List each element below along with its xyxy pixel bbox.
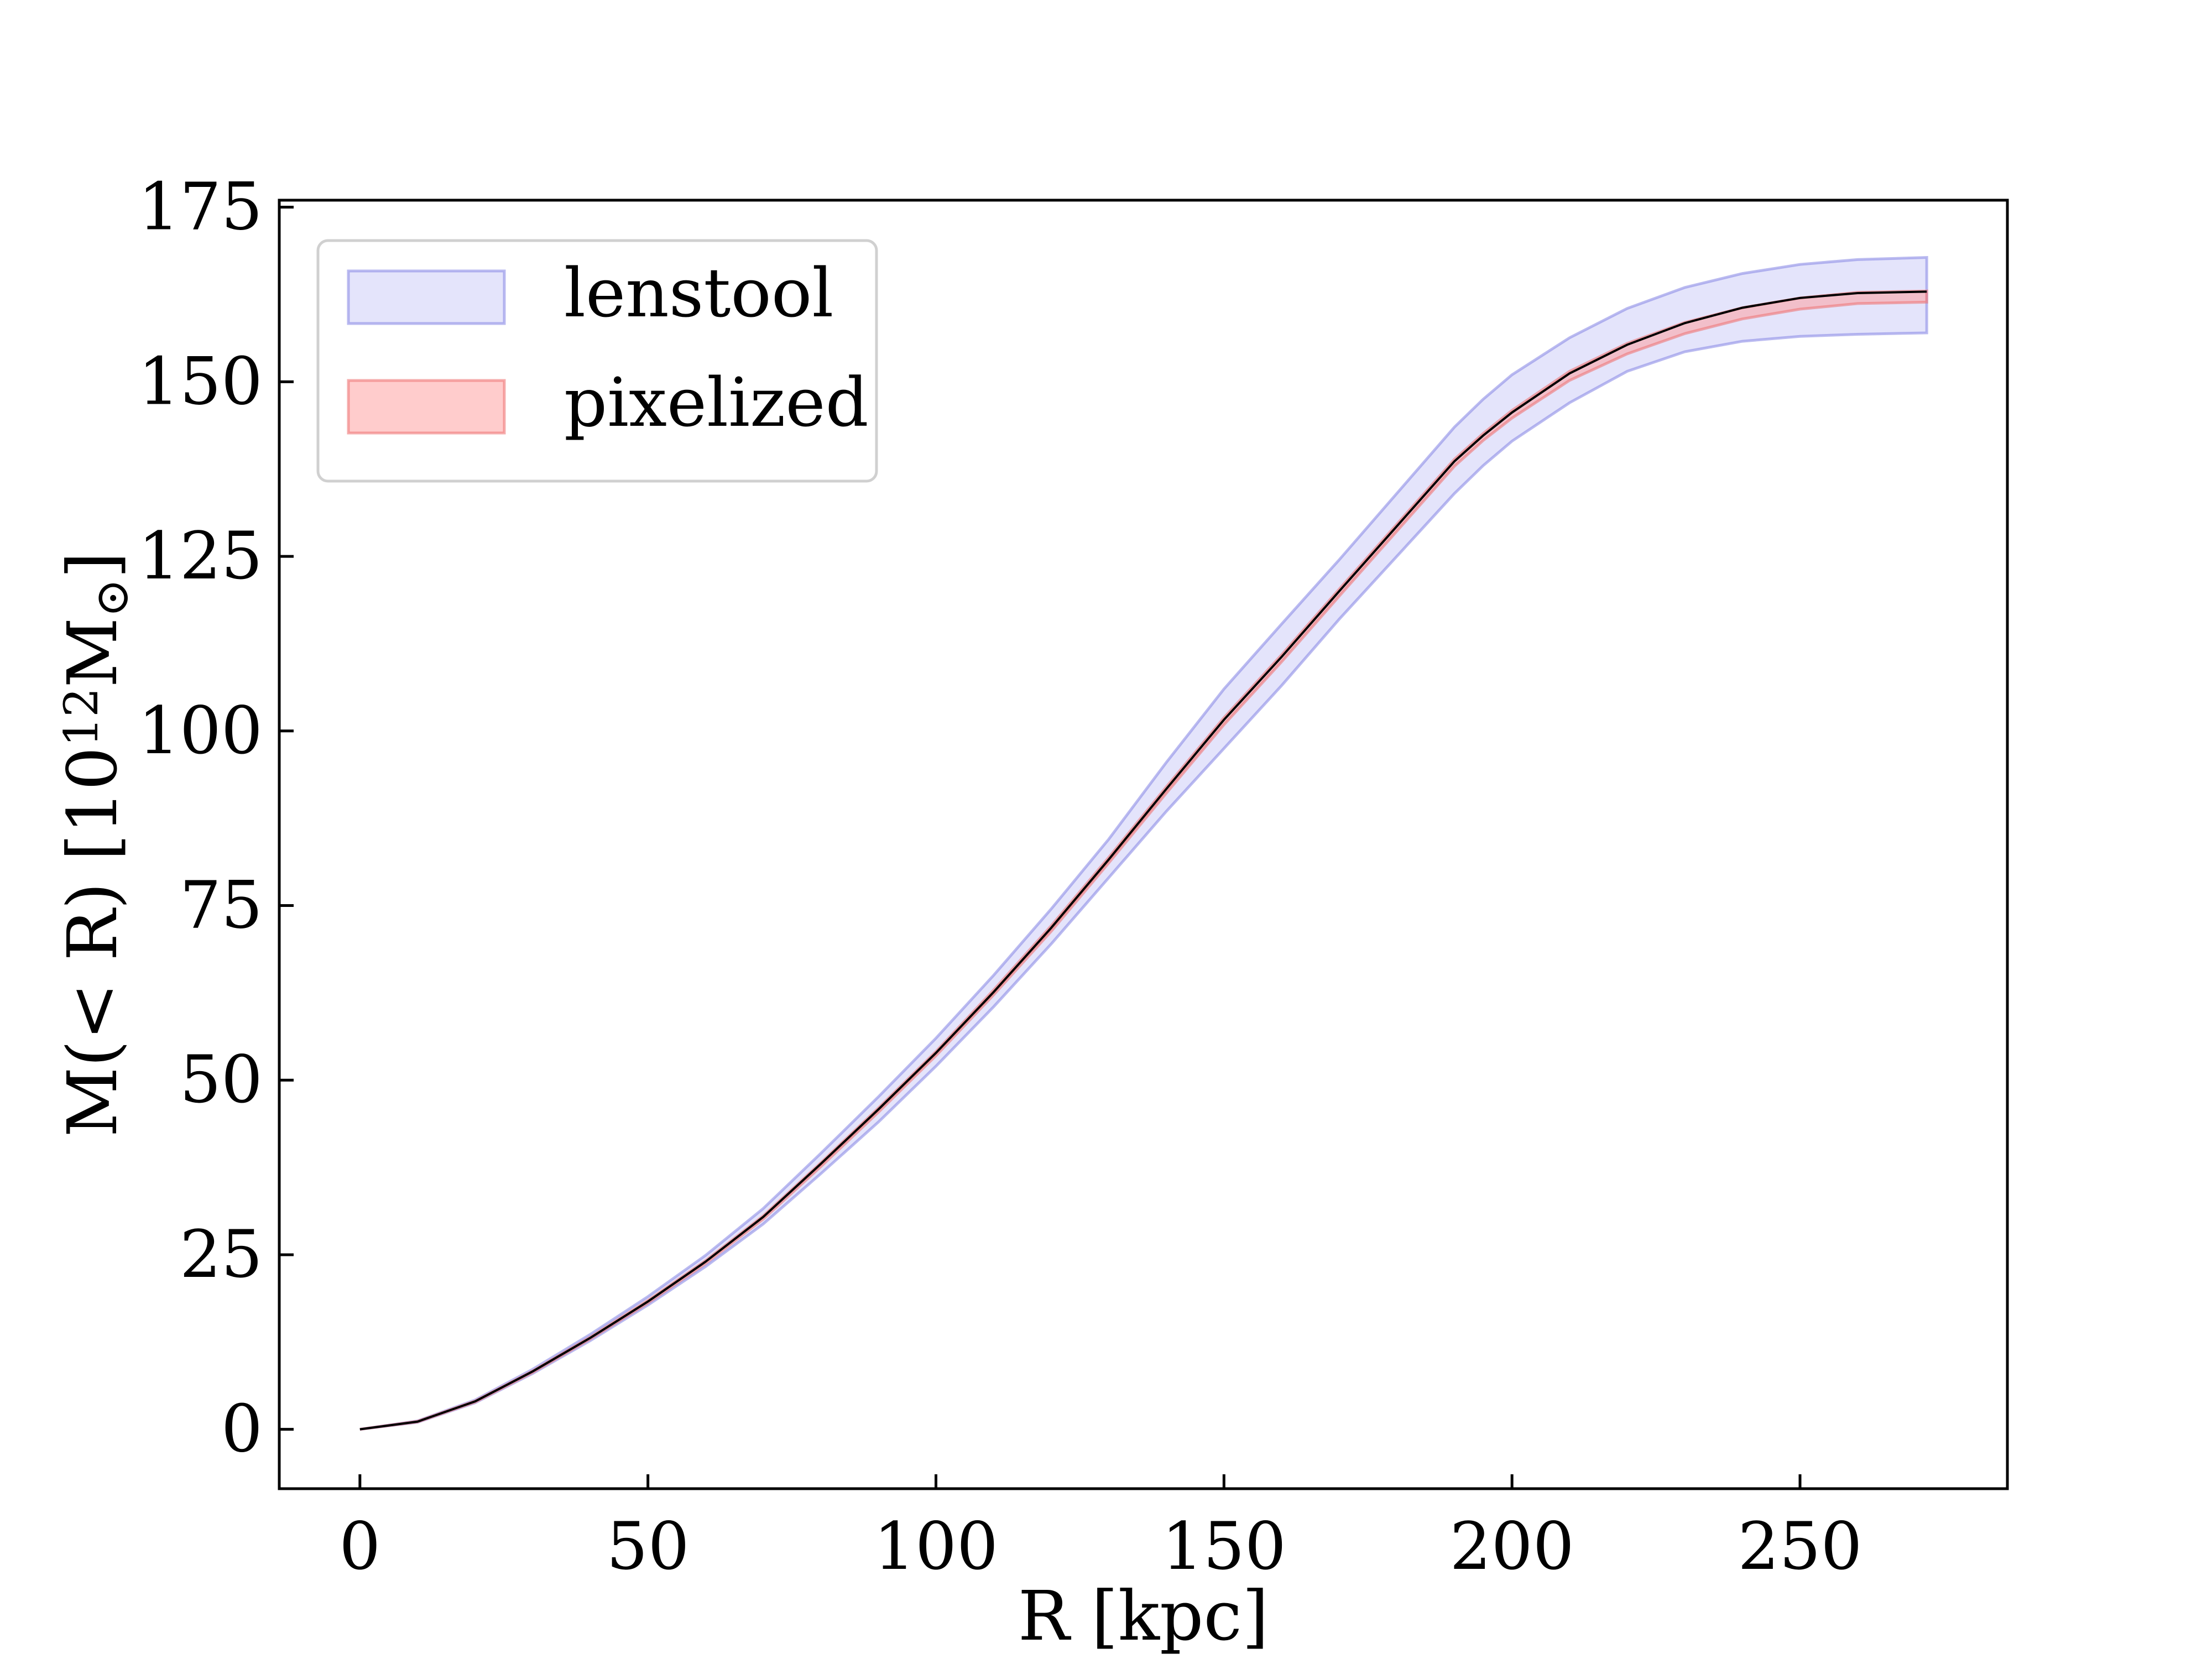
x-tick-label: 50 — [607, 1508, 690, 1584]
y-tick-label: 175 — [138, 169, 263, 245]
x-tick-label: 150 — [1162, 1508, 1286, 1584]
y-axis-label-unit: M — [53, 617, 133, 687]
y-tick-label: 125 — [138, 518, 263, 594]
y-tick-label: 25 — [180, 1216, 263, 1292]
plot-area-frame — [278, 199, 2009, 1490]
legend-label-pixelized: pixelized — [564, 363, 869, 442]
x-axis-label: R [kpc] — [1018, 1577, 1269, 1656]
x-tick-label: 200 — [1450, 1508, 1574, 1584]
y-axis-label: M(< R) [1012M⊙] — [53, 552, 139, 1138]
tick-labels-layer: 0 50 100 150 200 250 0 25 50 75 100 125 150 175 — [138, 169, 1863, 1584]
y-tick-label: 0 — [221, 1391, 263, 1467]
y-axis-label-exponent: 12 — [54, 687, 108, 747]
y-axis-label-close: ] — [53, 552, 133, 578]
x-tick-label: 0 — [339, 1508, 380, 1584]
legend-swatch-pixelized — [347, 379, 506, 435]
legend-label-lenstool: lenstool — [564, 254, 833, 332]
y-axis-label-main: M(< R) [10 — [53, 747, 133, 1137]
legend-swatch-lenstool — [347, 269, 506, 325]
ticks-layer — [279, 206, 1802, 1489]
y-tick-label: 75 — [180, 867, 263, 943]
y-tick-label: 150 — [138, 343, 263, 419]
x-tick-label: 100 — [874, 1508, 998, 1584]
lines-layer — [359, 290, 1927, 1431]
legend-entries: lenstool pixelized — [347, 254, 869, 442]
legend: lenstool pixelized — [316, 239, 878, 483]
x-tick-label: 250 — [1738, 1508, 1862, 1584]
y-tick-label: 100 — [138, 692, 263, 769]
median-line — [359, 290, 1927, 1431]
y-tick-label: 50 — [180, 1041, 263, 1118]
y-axis-label-subscript: ⊙ — [85, 578, 139, 617]
